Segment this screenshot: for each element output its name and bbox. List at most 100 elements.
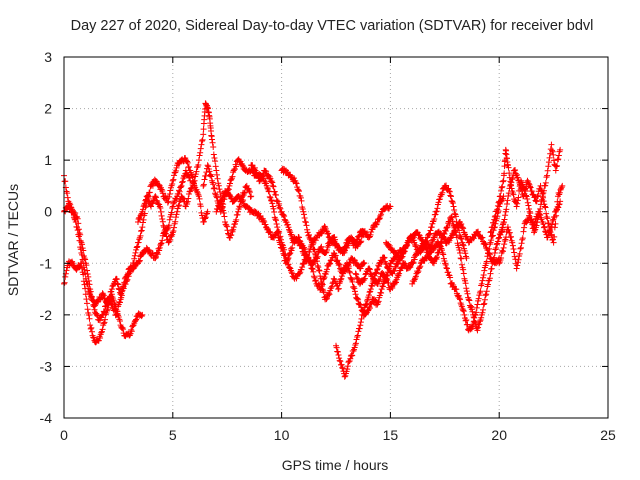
series-track-f — [213, 188, 368, 293]
data-point — [442, 227, 449, 234]
series-track-o — [496, 198, 564, 272]
data-point — [499, 178, 506, 185]
data-point — [501, 241, 508, 248]
data-point — [213, 193, 220, 200]
data-point — [513, 265, 520, 272]
data-point — [324, 244, 331, 251]
data-point — [411, 276, 418, 283]
data-point — [548, 224, 555, 231]
data-point — [169, 229, 176, 236]
data-point — [385, 265, 392, 272]
data-point — [460, 307, 467, 314]
data-point — [504, 197, 511, 204]
data-point — [268, 197, 275, 204]
data-point — [537, 182, 544, 189]
data-point — [279, 248, 286, 255]
data-point — [91, 306, 98, 313]
data-point — [271, 188, 278, 195]
data-point — [540, 194, 547, 201]
data-point — [321, 274, 328, 281]
data-point — [203, 169, 210, 176]
data-point — [450, 203, 457, 210]
series-track-k — [383, 213, 507, 334]
data-point — [102, 316, 109, 323]
data-point — [446, 188, 453, 195]
data-point — [531, 229, 538, 236]
data-point — [200, 181, 207, 188]
data-point — [108, 301, 115, 308]
data-point — [353, 274, 360, 281]
data-point — [97, 334, 104, 341]
data-point — [463, 288, 470, 295]
data-point — [481, 300, 488, 307]
data-point — [304, 255, 311, 262]
data-point — [458, 255, 465, 262]
data-point — [514, 197, 521, 204]
data-point — [162, 230, 169, 237]
data-point — [282, 260, 289, 267]
data-point — [324, 230, 331, 237]
data-point — [180, 196, 187, 203]
data-point — [334, 348, 341, 355]
data-point — [269, 182, 276, 189]
data-point — [200, 182, 207, 189]
data-point — [109, 302, 116, 309]
series-track-d — [134, 100, 255, 246]
data-point — [372, 269, 379, 276]
data-point — [84, 267, 91, 274]
data-point — [439, 247, 446, 254]
data-point — [440, 251, 447, 258]
data-point — [99, 326, 106, 333]
data-point — [470, 235, 477, 242]
data-point — [296, 188, 303, 195]
data-point — [469, 323, 476, 330]
data-point — [265, 188, 272, 195]
y-tick-label: 3 — [44, 49, 52, 65]
data-point — [411, 234, 418, 241]
data-point — [152, 193, 159, 200]
data-point — [369, 283, 376, 290]
data-point — [156, 247, 163, 254]
data-point — [332, 252, 339, 259]
data-point — [522, 186, 529, 193]
data-point — [144, 193, 151, 200]
data-point — [139, 206, 146, 213]
data-point — [459, 241, 466, 248]
data-point — [389, 285, 396, 292]
data-point — [514, 200, 521, 207]
data-point — [120, 283, 127, 290]
data-point — [298, 197, 305, 204]
data-point — [146, 189, 153, 196]
data-point — [171, 199, 178, 206]
data-point — [531, 227, 538, 234]
data-point — [201, 176, 208, 183]
data-point — [82, 256, 89, 263]
data-point — [546, 154, 553, 161]
data-point — [422, 244, 429, 251]
data-point — [217, 201, 224, 208]
data-point — [361, 275, 368, 282]
data-point — [123, 273, 130, 280]
data-point — [435, 199, 442, 206]
data-point — [200, 126, 207, 133]
data-point — [453, 286, 460, 293]
data-point — [168, 209, 175, 216]
data-point — [166, 222, 173, 229]
data-point — [286, 264, 293, 271]
data-point — [433, 208, 440, 215]
data-point — [318, 243, 325, 250]
data-point — [394, 272, 401, 279]
data-point — [357, 319, 364, 326]
data-point — [169, 181, 176, 188]
data-point — [392, 279, 399, 286]
data-point — [153, 194, 160, 201]
data-point — [475, 324, 482, 331]
data-point — [101, 319, 108, 326]
x-tick-label: 20 — [491, 427, 507, 443]
data-point — [276, 200, 283, 207]
data-point — [557, 198, 564, 205]
data-point — [515, 194, 522, 201]
data-point — [448, 214, 455, 221]
data-point — [509, 242, 516, 249]
data-point — [526, 183, 533, 190]
